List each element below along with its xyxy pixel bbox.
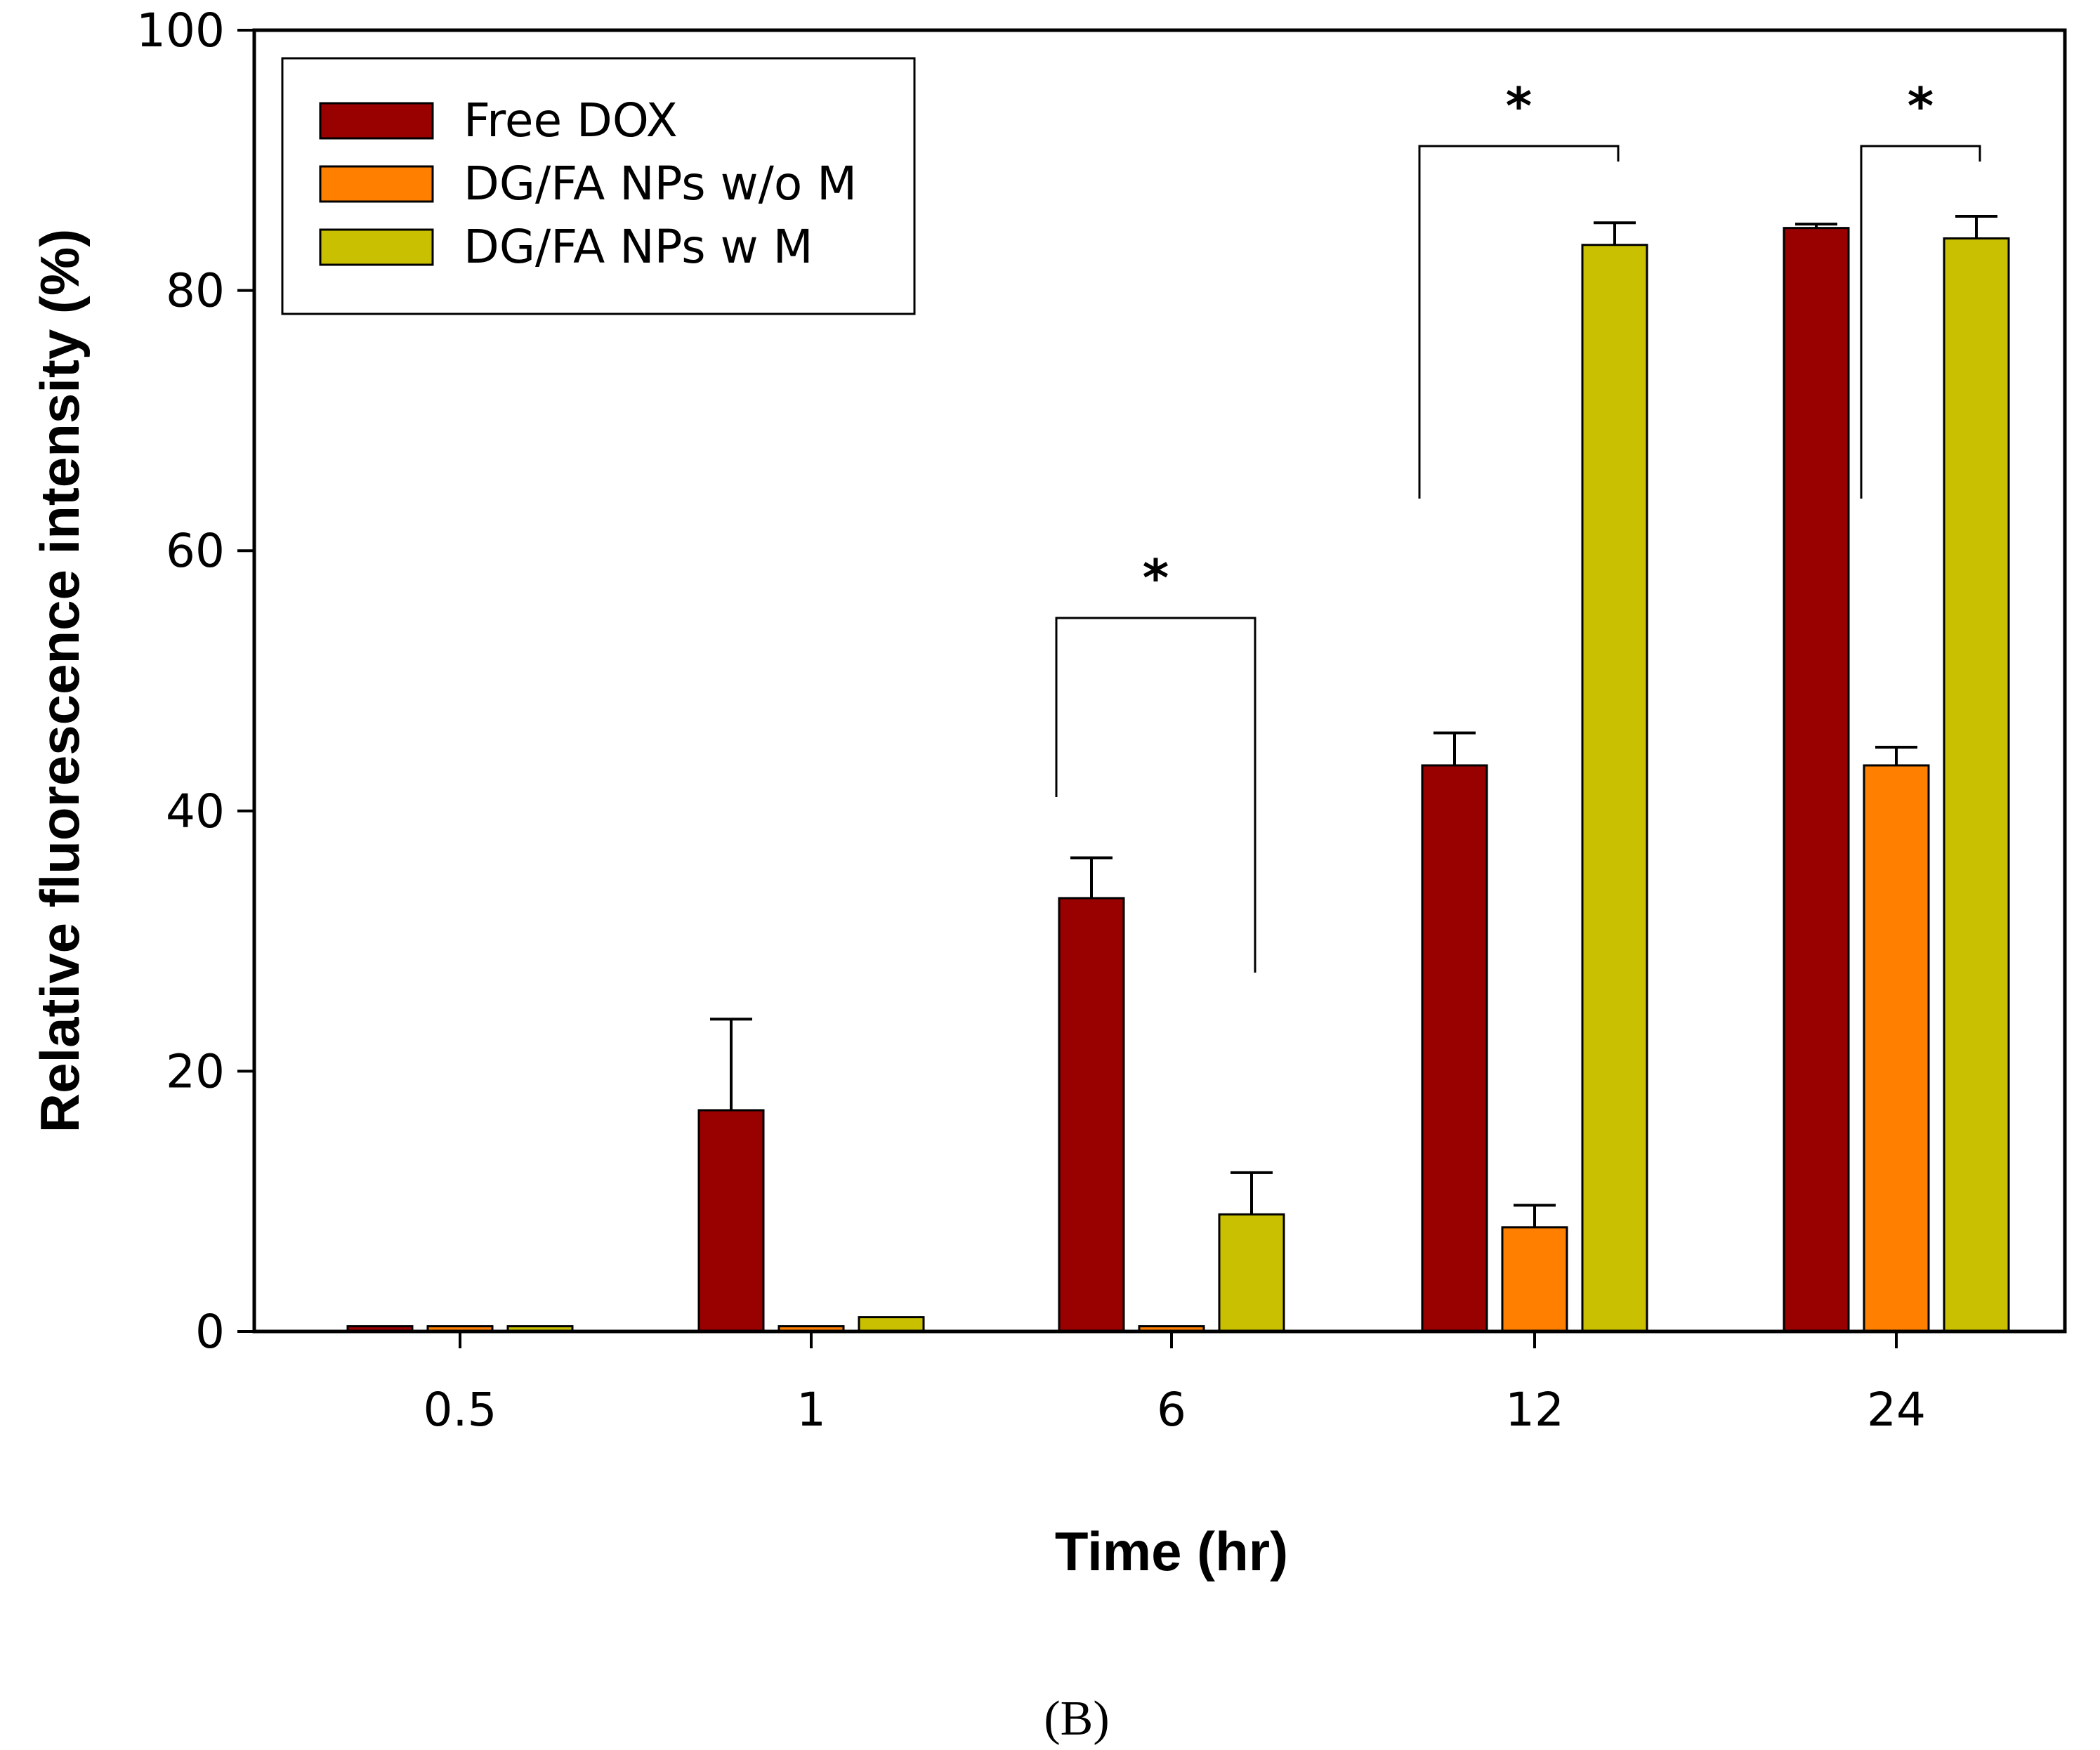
bar-dg-fa-nps-w-o-m-12 <box>1501 1226 1568 1333</box>
bracket-line <box>1860 145 1981 499</box>
error-bars-layer <box>710 214 1997 1228</box>
bracket-line <box>1418 145 1620 499</box>
x-tick-label: 6 <box>1157 1383 1186 1437</box>
legend-label: DG/FA NPs w M <box>464 220 813 274</box>
bar-dg-fa-nps-w-m-12 <box>1581 244 1648 1333</box>
legend-label: DG/FA NPs w/o M <box>464 157 857 211</box>
bar-free-dox-24 <box>1783 227 1850 1333</box>
significance-star: * <box>1143 548 1169 607</box>
y-axis-title: Relative fluorescence intensity (%) <box>29 229 91 1133</box>
x-tick-label: 12 <box>1505 1383 1564 1437</box>
y-tick-label: 100 <box>136 4 225 58</box>
bar-dg-fa-nps-w-m-6 <box>1218 1213 1285 1333</box>
y-tick-label: 40 <box>166 784 225 838</box>
bar-dg-fa-nps-w-o-m-24 <box>1863 764 1930 1333</box>
significance-bracket-12: * <box>1418 77 1620 499</box>
significance-bracket-24: * <box>1860 77 1981 499</box>
y-tick-label: 0 <box>195 1305 225 1359</box>
x-tick-label: 0.5 <box>424 1383 497 1437</box>
plot-frame <box>252 28 2067 1334</box>
legend-label: Free DOX <box>464 93 678 147</box>
significance-layer: * * * <box>1055 77 1981 973</box>
bars-layer <box>346 227 2010 1333</box>
x-axis-title: Time (hr) <box>1055 1520 1288 1582</box>
bar-free-dox-12 <box>1421 764 1488 1333</box>
panel-label: (B) <box>1044 1692 1109 1746</box>
legend-swatch <box>319 102 434 140</box>
y-axis: 0 20 40 60 80 100 <box>136 4 254 1359</box>
significance-bracket-6: * <box>1055 548 1256 973</box>
bar-dg-fa-nps-w-m-1 <box>858 1316 925 1333</box>
bar-dg-fa-nps-w-m-24 <box>1943 237 2010 1333</box>
legend-swatch <box>319 165 434 203</box>
legend-swatch <box>319 228 434 266</box>
bracket-line <box>1055 617 1256 973</box>
legend: Free DOX DG/FA NPs w/o M DG/FA NPs w M <box>281 57 916 315</box>
y-tick-label: 80 <box>166 264 225 318</box>
significance-star: * <box>1908 77 1934 136</box>
significance-star: * <box>1506 77 1533 136</box>
x-tick-label: 24 <box>1867 1383 1926 1437</box>
y-tick-label: 20 <box>166 1044 225 1098</box>
x-axis: 0.5 1 6 12 24 <box>424 1331 1926 1437</box>
bar-free-dox-1 <box>697 1109 765 1333</box>
x-tick-label: 1 <box>796 1383 826 1437</box>
bar-free-dox-6 <box>1058 897 1125 1333</box>
y-tick-label: 60 <box>166 524 225 578</box>
